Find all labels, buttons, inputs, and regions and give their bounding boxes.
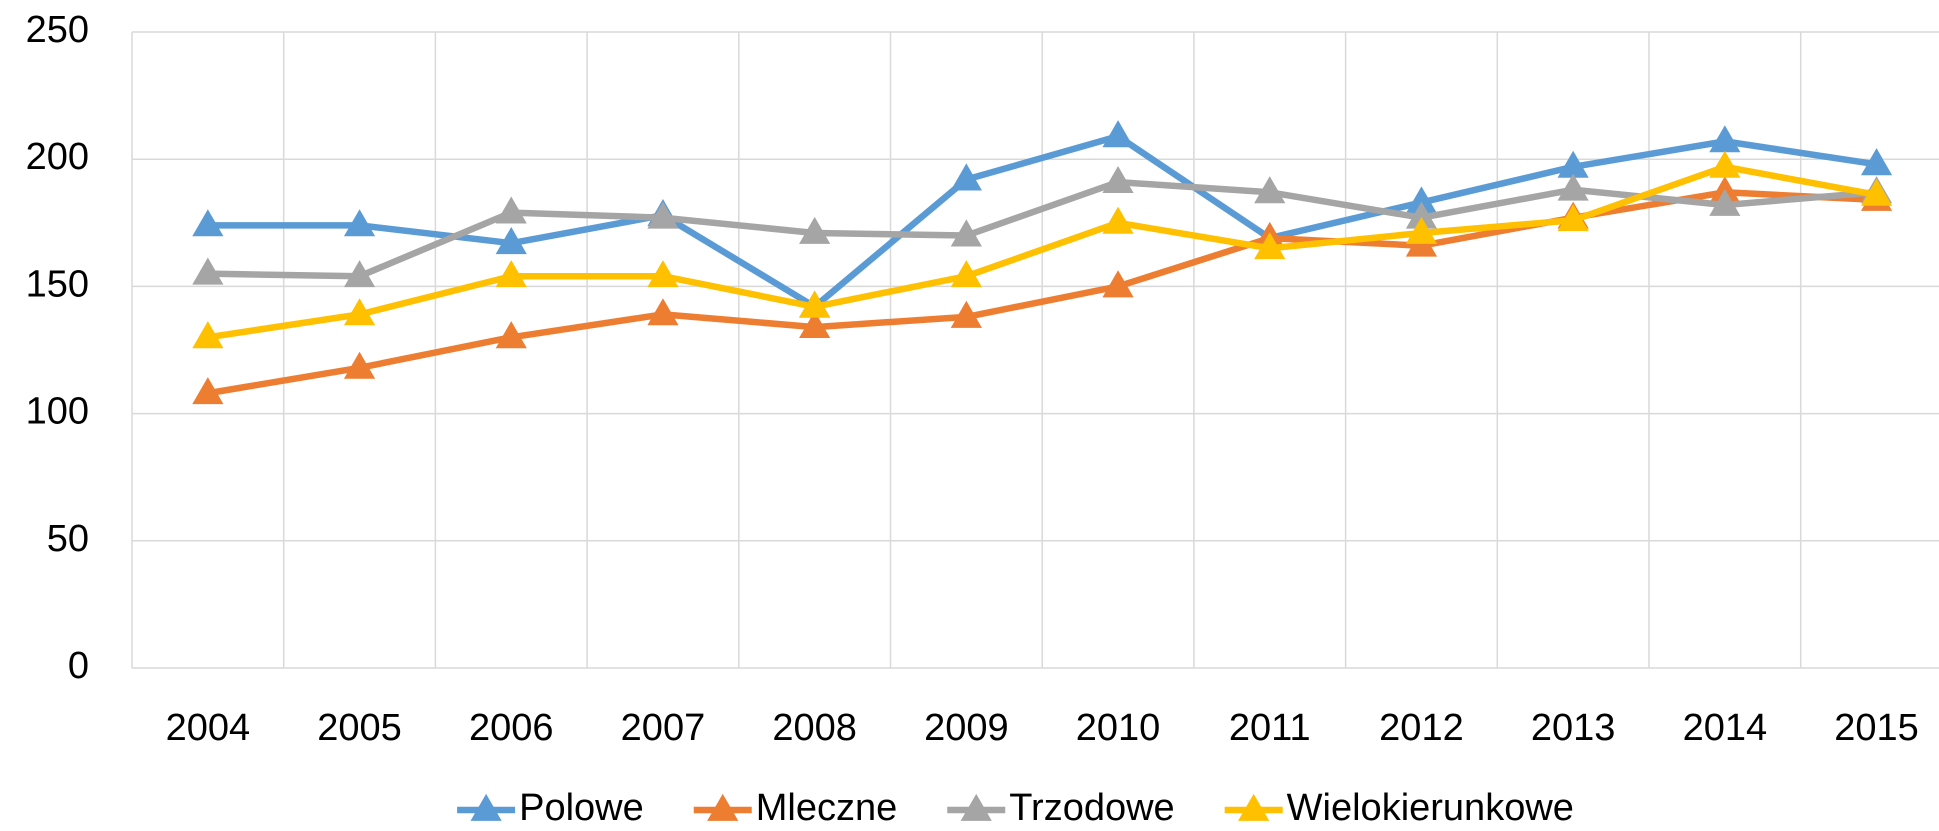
- grid: [131, 31, 1939, 669]
- marker: [1860, 148, 1893, 176]
- marker: [950, 300, 982, 328]
- marker: [192, 377, 224, 405]
- legend-item: Mleczne: [693, 787, 898, 829]
- marker: [1405, 216, 1438, 244]
- y-tick-label: 50: [47, 518, 89, 560]
- y-tick-label: 100: [26, 391, 89, 433]
- marker: [1254, 176, 1286, 204]
- marker: [1557, 173, 1589, 201]
- series-line: [207, 163, 1878, 341]
- marker: [1405, 186, 1438, 214]
- x-tick-label: 2011: [1229, 707, 1311, 749]
- marker: [1405, 201, 1438, 229]
- y-tick-label: 200: [26, 136, 89, 178]
- x-tick-label: 2015: [1834, 707, 1919, 749]
- x-tick-label: 2008: [772, 707, 857, 749]
- legend-label: Mleczne: [756, 787, 898, 829]
- legend-marker: [960, 793, 992, 821]
- marker: [1860, 178, 1893, 206]
- x-tick-label: 2013: [1531, 707, 1616, 749]
- marker: [1709, 188, 1741, 216]
- y-tick-label: 150: [26, 263, 89, 305]
- marker: [950, 260, 982, 288]
- legend-label: Wielokierunkowe: [1287, 787, 1574, 829]
- marker: [495, 260, 527, 288]
- legend-marker: [470, 793, 502, 821]
- marker: [1102, 270, 1134, 298]
- marker: [1254, 232, 1286, 260]
- marker: [1102, 206, 1134, 234]
- marker: [192, 209, 224, 237]
- legend-label: Polowe: [519, 787, 644, 829]
- legend-marker: [707, 793, 739, 821]
- marker: [799, 290, 831, 318]
- marker: [647, 298, 679, 326]
- marker: [647, 260, 679, 288]
- marker: [1709, 125, 1741, 153]
- x-tick-label: 2005: [317, 707, 402, 749]
- marker: [343, 260, 376, 288]
- marker: [799, 216, 831, 244]
- x-tick-label: 2006: [469, 707, 554, 749]
- x-tick-label: 2010: [1076, 707, 1161, 749]
- x-tick-label: 2009: [924, 707, 1009, 749]
- marker: [343, 209, 376, 237]
- series-line: [207, 178, 1877, 280]
- marker: [495, 227, 527, 255]
- marker: [1557, 204, 1589, 232]
- x-tick-label: 2012: [1379, 707, 1464, 749]
- marker: [1709, 150, 1741, 178]
- marker: [1102, 120, 1134, 148]
- marker: [950, 163, 982, 191]
- marker: [343, 351, 376, 379]
- legend-item: Polowe: [457, 787, 644, 829]
- x-tick-label: 2014: [1683, 707, 1768, 749]
- legend-item: Trzodowe: [947, 787, 1175, 829]
- legend-item: Wielokierunkowe: [1224, 787, 1574, 829]
- marker: [495, 196, 527, 224]
- marker: [647, 201, 679, 229]
- marker: [192, 321, 224, 349]
- marker: [343, 298, 376, 326]
- legend-label: Trzodowe: [1009, 787, 1174, 829]
- series-line: [207, 133, 1878, 311]
- marker: [950, 219, 982, 247]
- marker: [1557, 150, 1589, 178]
- marker: [1102, 165, 1134, 194]
- marker: [799, 310, 831, 339]
- legend-marker: [1238, 793, 1270, 821]
- x-tick-label: 2007: [621, 707, 706, 749]
- marker: [192, 257, 224, 285]
- y-tick-label: 250: [26, 9, 89, 51]
- x-tick-label: 2004: [166, 707, 251, 749]
- marker: [495, 321, 527, 349]
- y-tick-label: 0: [68, 645, 89, 687]
